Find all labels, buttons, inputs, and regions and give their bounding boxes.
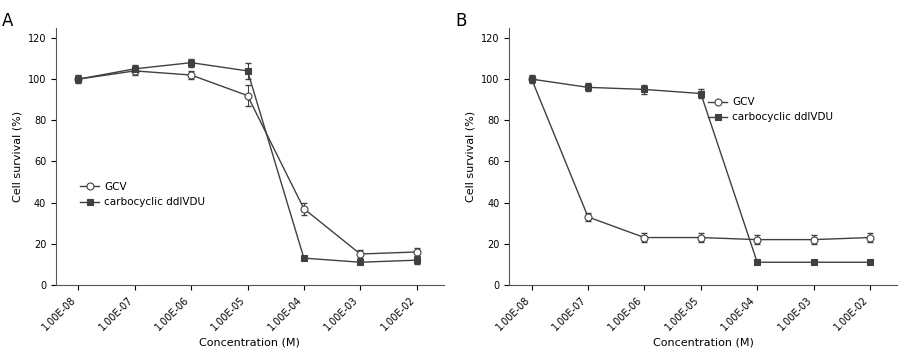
GCV xyxy=(129,69,140,73)
X-axis label: Concentration (M): Concentration (M) xyxy=(199,338,301,348)
carbocyclic ddIVDU xyxy=(696,92,706,96)
Line: carbocyclic ddIVDU: carbocyclic ddIVDU xyxy=(528,76,873,266)
carbocyclic ddIVDU xyxy=(299,256,310,260)
carbocyclic ddIVDU xyxy=(411,258,422,262)
X-axis label: Concentration (M): Concentration (M) xyxy=(653,338,754,348)
Y-axis label: Cell survival (%): Cell survival (%) xyxy=(466,111,476,202)
carbocyclic ddIVDU xyxy=(752,260,763,264)
Legend: GCV, carbocyclic ddIVDU: GCV, carbocyclic ddIVDU xyxy=(81,182,205,207)
carbocyclic ddIVDU xyxy=(185,61,196,65)
GCV xyxy=(639,236,650,240)
GCV xyxy=(185,73,196,77)
GCV xyxy=(355,252,366,256)
GCV xyxy=(242,93,253,98)
carbocyclic ddIVDU xyxy=(808,260,819,264)
GCV xyxy=(864,236,875,240)
carbocyclic ddIVDU xyxy=(583,85,594,89)
GCV xyxy=(752,237,763,242)
Line: carbocyclic ddIVDU: carbocyclic ddIVDU xyxy=(74,59,420,266)
carbocyclic ddIVDU xyxy=(242,69,253,73)
carbocyclic ddIVDU xyxy=(355,260,366,264)
GCV xyxy=(808,237,819,242)
carbocyclic ddIVDU xyxy=(639,87,650,92)
Line: GCV: GCV xyxy=(528,76,873,243)
Text: B: B xyxy=(455,12,467,30)
GCV xyxy=(411,250,422,254)
carbocyclic ddIVDU xyxy=(73,77,84,81)
Legend: GCV, carbocyclic ddIVDU: GCV, carbocyclic ddIVDU xyxy=(708,97,834,122)
GCV xyxy=(527,77,538,81)
GCV xyxy=(73,77,84,81)
carbocyclic ddIVDU xyxy=(129,67,140,71)
GCV xyxy=(299,206,310,211)
GCV xyxy=(696,236,706,240)
Text: A: A xyxy=(2,12,13,30)
carbocyclic ddIVDU xyxy=(864,260,875,264)
Line: GCV: GCV xyxy=(74,67,420,257)
GCV xyxy=(583,215,594,219)
Y-axis label: Cell survival (%): Cell survival (%) xyxy=(12,111,22,202)
carbocyclic ddIVDU xyxy=(527,77,538,81)
